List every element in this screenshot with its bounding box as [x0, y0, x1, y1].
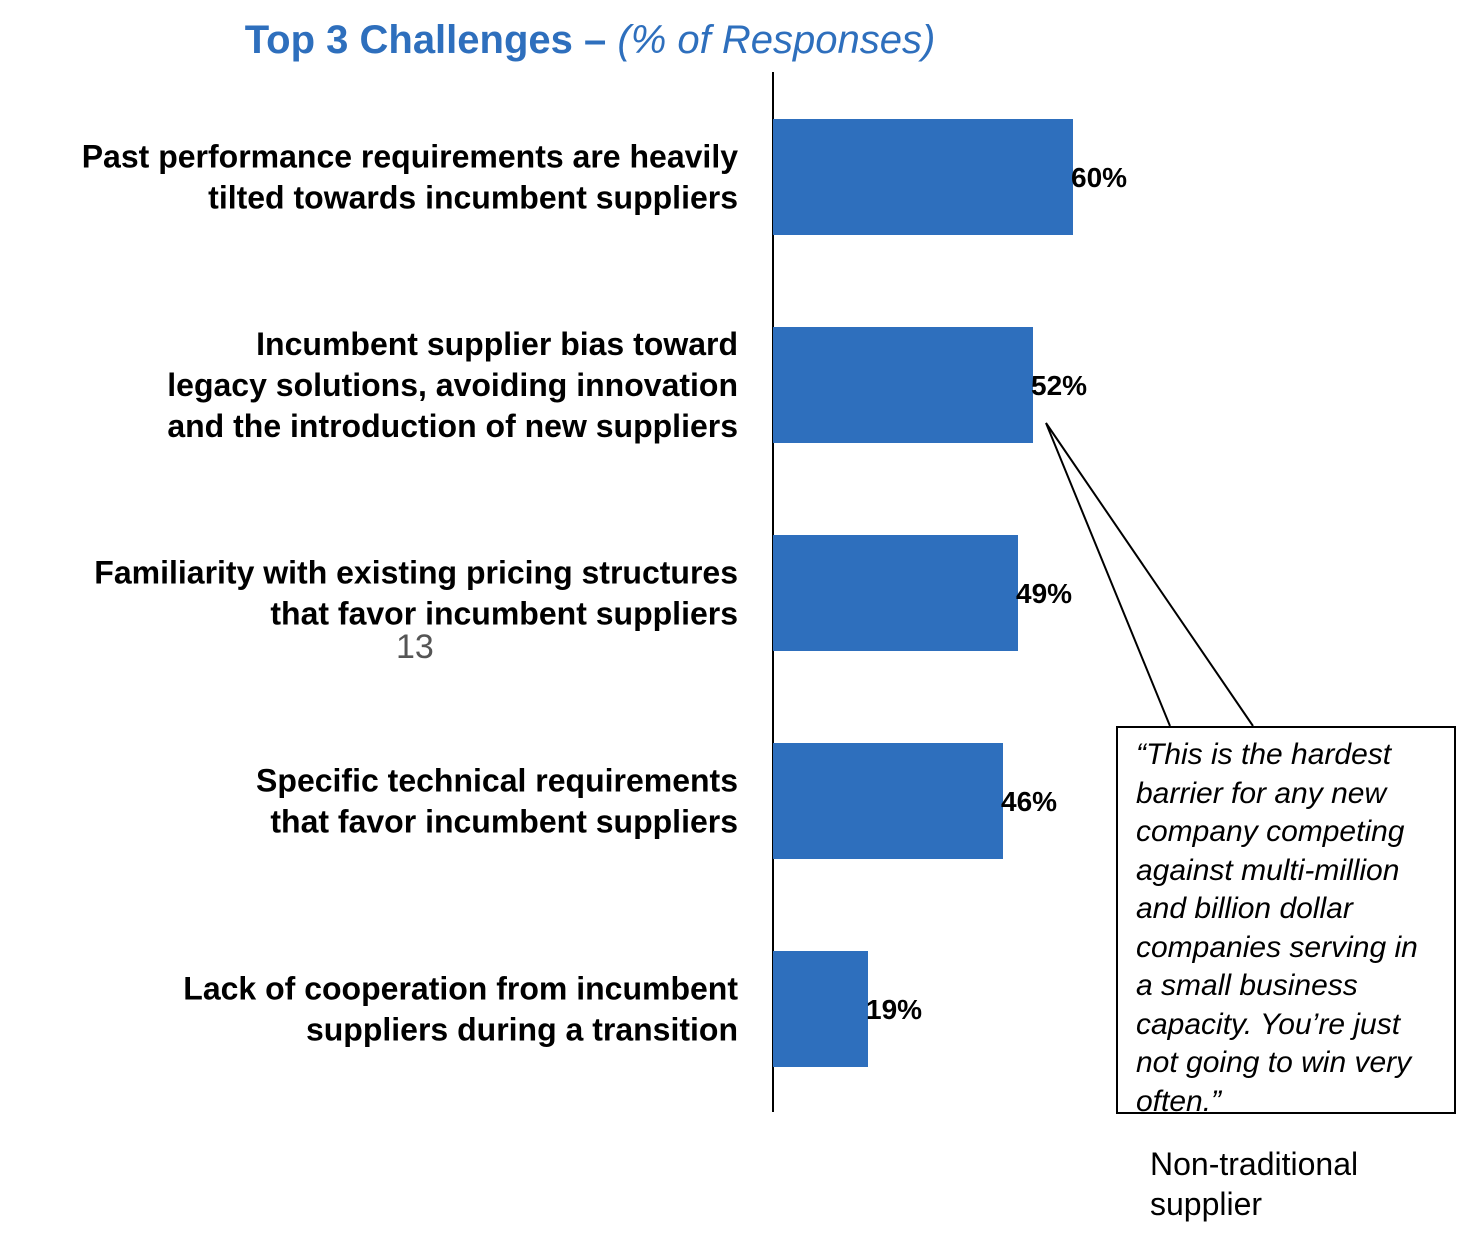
chart-title-subtitle: (% of Responses)	[617, 18, 936, 62]
callout-pointer	[1045, 422, 1254, 727]
category-label-1: Past performance requirements are heavil…	[82, 139, 739, 216]
bar-1	[773, 119, 1073, 235]
bar-4	[773, 743, 1003, 859]
data-label-4: 46%	[1001, 786, 1057, 817]
data-label-2: 52%	[1031, 370, 1087, 401]
data-label-5: 19%	[866, 994, 922, 1025]
page-number: 13	[396, 628, 434, 666]
category-label-5: Lack of cooperation from incumbent suppli…	[183, 971, 738, 1048]
data-label-3: 49%	[1016, 578, 1072, 609]
bar-3	[773, 535, 1018, 651]
chart-title-main: Top 3 Challenges –	[244, 18, 618, 62]
category-label-4: Specific technical requirements that favo…	[256, 763, 738, 840]
quote-callout-box: “This is the hardest barrier for any new…	[1116, 726, 1456, 1118]
bar-5	[773, 951, 868, 1067]
bar-2	[773, 327, 1033, 443]
category-label-3: Familiarity with existing pricing struct…	[94, 555, 738, 632]
category-label-2: Incumbent supplier bias toward legacy sol…	[167, 326, 738, 444]
quote-text: “This is the hardest barrier for any new…	[1136, 738, 1418, 1118]
chart-title: Top 3 Challenges – (% of Responses)	[0, 18, 1180, 63]
quote-source: Non-traditional supplier	[1150, 1146, 1359, 1222]
data-label-1: 60%	[1071, 162, 1127, 193]
